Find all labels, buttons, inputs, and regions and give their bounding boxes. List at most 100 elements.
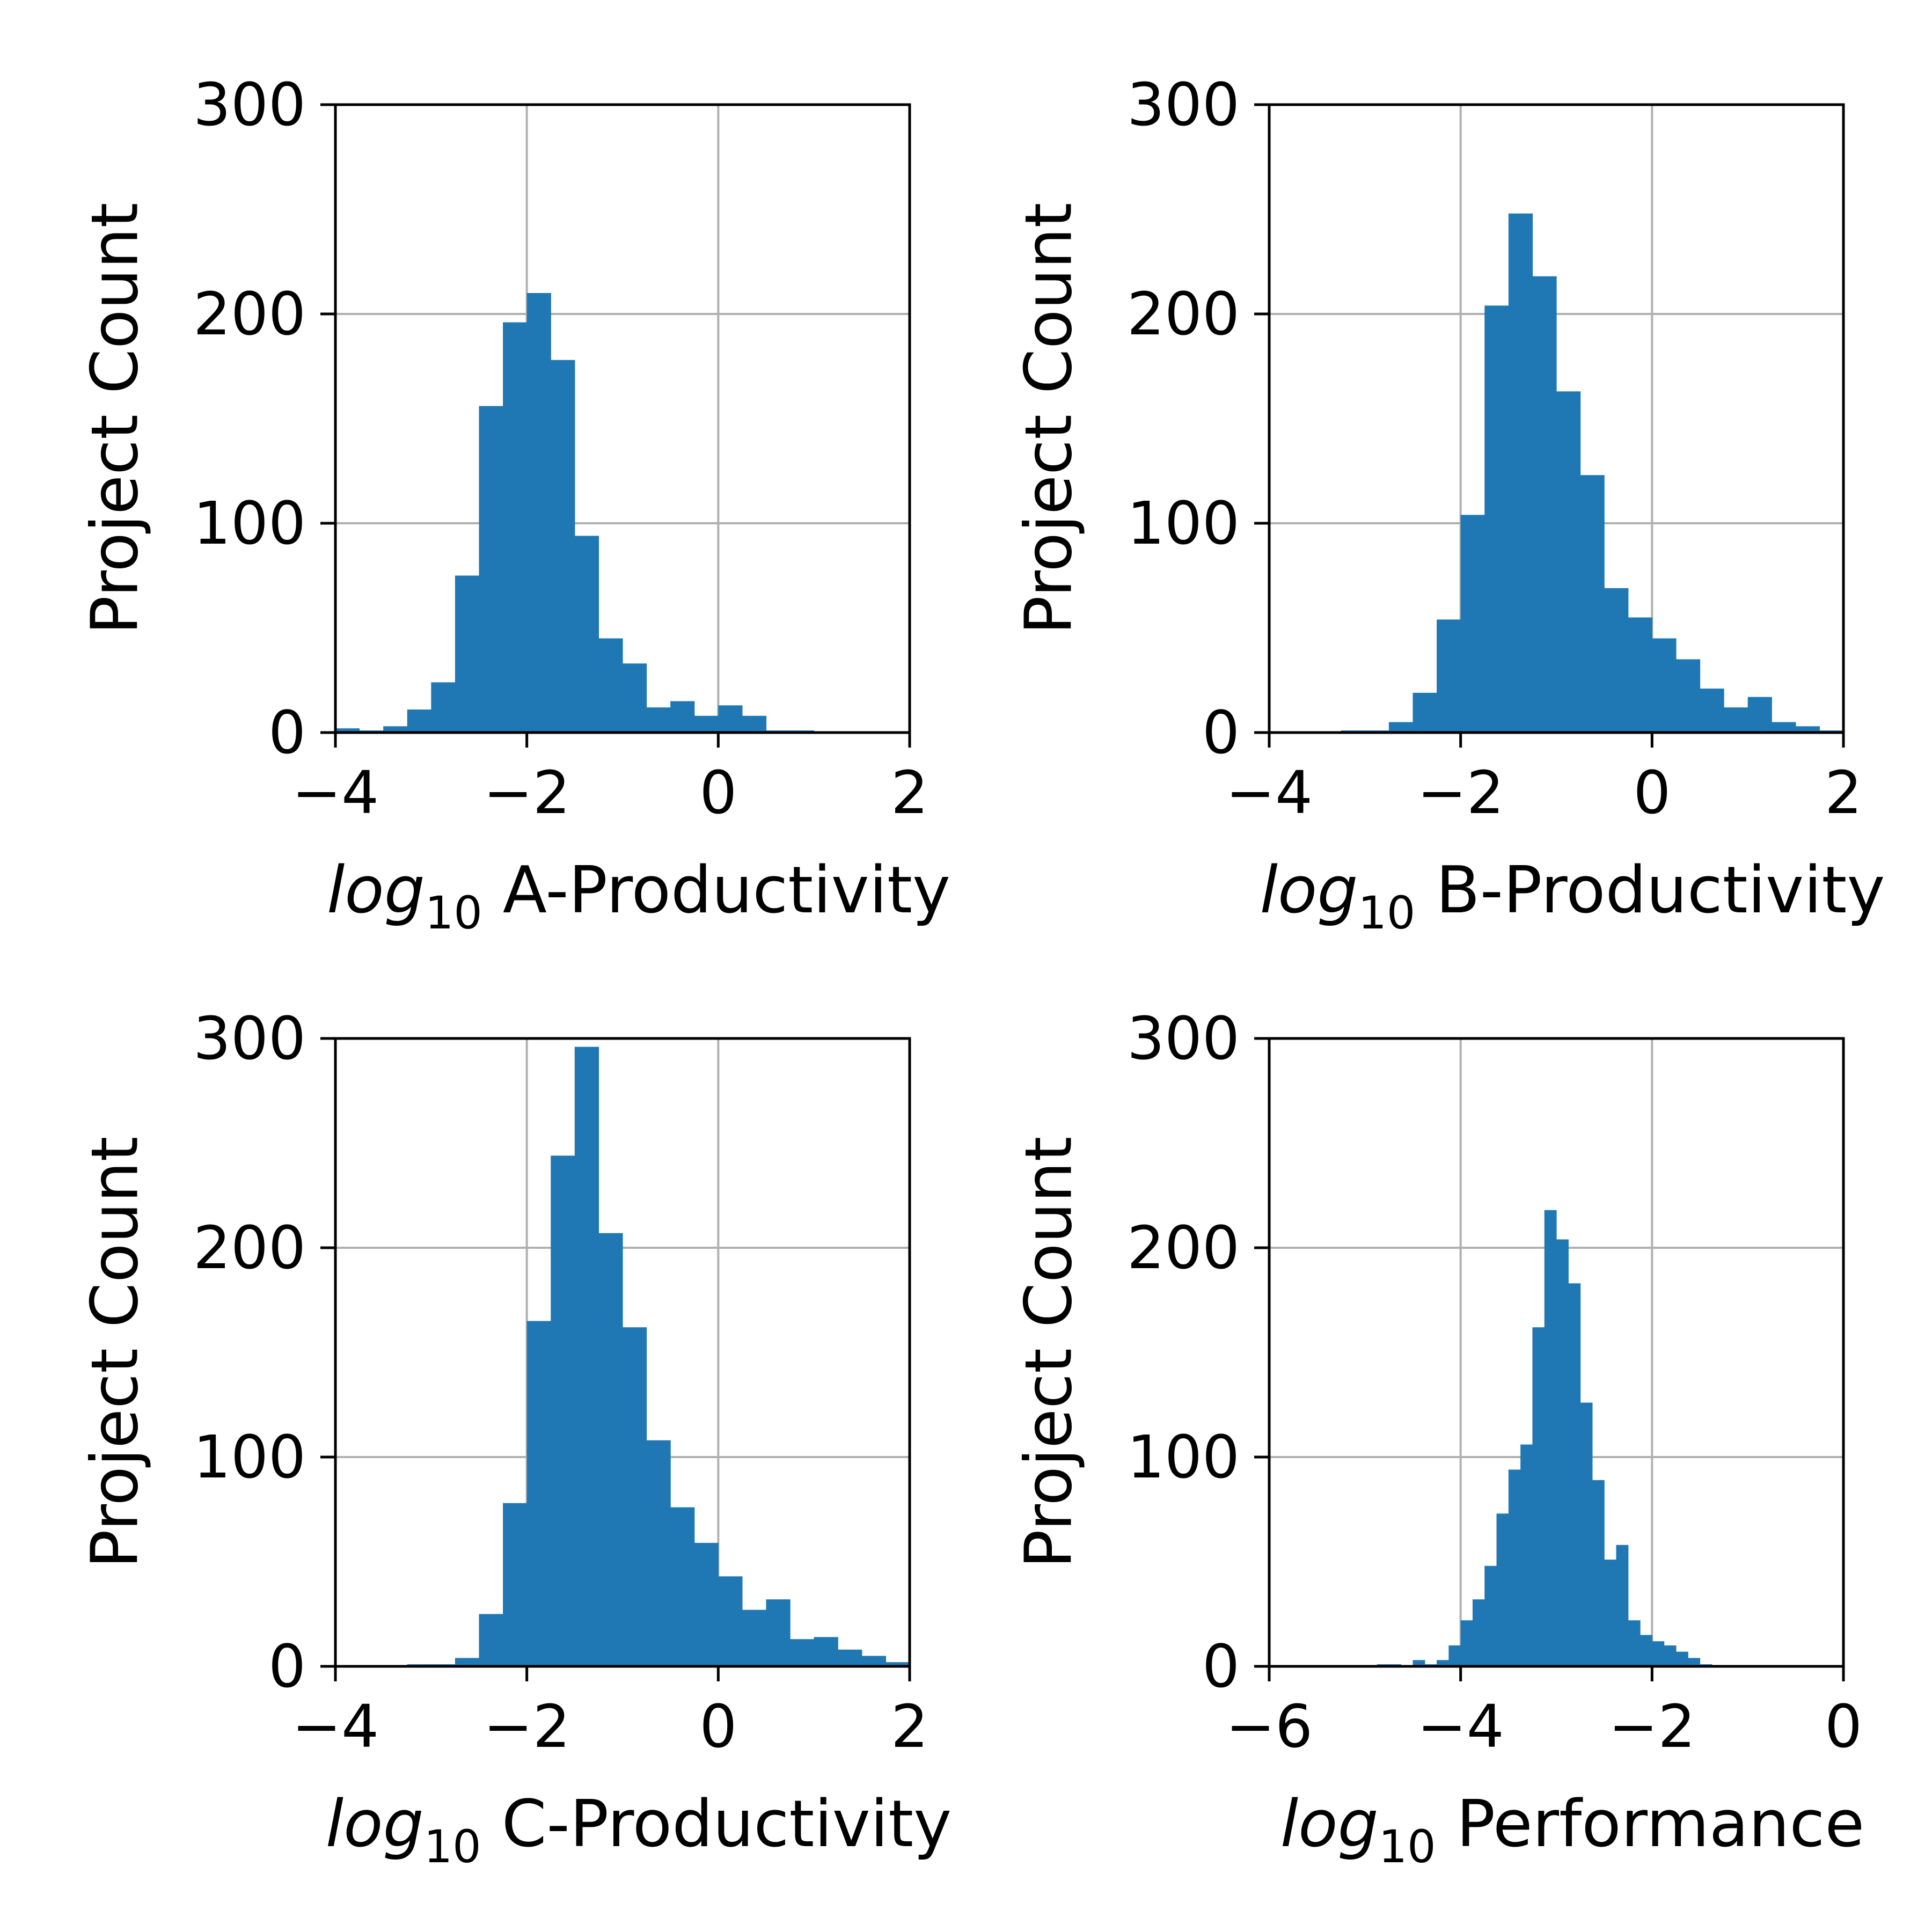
histogram-bar — [1508, 213, 1533, 733]
x-axis-label-subscript: 10 — [424, 1820, 481, 1873]
x-tick-label: 0 — [1633, 758, 1671, 827]
histogram-bar — [551, 1155, 575, 1666]
histogram-bar — [503, 322, 528, 733]
x-tick-label: 2 — [891, 758, 928, 827]
x-tick-label: −4 — [292, 758, 379, 827]
x-axis-label-text: C-Productivity — [481, 1787, 952, 1862]
chart-panel-bottom-right: −6 −4 −2 0 0 100 200 300 Project Count log10 Perf… — [1012, 1004, 1865, 1873]
histogram-bar — [431, 682, 456, 733]
histogram-bar — [742, 715, 767, 733]
histogram-bar — [670, 701, 695, 733]
x-tick-label: 0 — [1825, 1692, 1862, 1761]
histogram-bar — [1460, 515, 1485, 733]
histogram-bar — [1556, 391, 1581, 733]
histogram-bar — [1532, 276, 1557, 733]
histogram-bar — [1604, 588, 1629, 733]
axes-frame — [1268, 1037, 1845, 1668]
y-tick-label: 0 — [268, 698, 306, 767]
chart-panel-bottom-left: −4 −2 0 2 0 100 200 300 Project Count log10 C-Pro… — [78, 1004, 952, 1873]
histogram-bar — [1675, 659, 1701, 733]
histogram-bar — [1747, 697, 1772, 733]
histogram-bar — [1688, 1658, 1701, 1666]
x-tick-label: −2 — [484, 1692, 570, 1761]
histogram-bar — [1460, 1620, 1473, 1666]
histogram-bar — [1675, 1651, 1688, 1666]
y-tick-label: 300 — [193, 1004, 306, 1073]
histogram-bar — [1413, 692, 1437, 733]
histogram-bar — [742, 1609, 767, 1666]
histogram-bar — [479, 406, 503, 733]
y-tick-label: 200 — [193, 1213, 306, 1282]
chart-panel-top-right: −4 −2 0 2 0 100 200 300 Project Count log10 B-Pro… — [1012, 70, 1885, 939]
histogram-bar — [790, 1639, 815, 1666]
histogram-bar — [1448, 1645, 1461, 1666]
histogram-bar — [1700, 689, 1724, 733]
histogram-bar — [1484, 1565, 1497, 1666]
y-tick-label: 300 — [193, 70, 306, 139]
y-tick-label: 100 — [193, 1423, 306, 1491]
x-tick-label: −4 — [1226, 758, 1313, 827]
y-axis-label: Project Count — [78, 1136, 153, 1568]
histogram-bar — [1496, 1513, 1509, 1666]
histogram-bar — [838, 1649, 862, 1666]
x-axis-label-log: log — [1260, 853, 1358, 928]
histogram-bar — [598, 638, 623, 733]
y-tick-label: 100 — [1127, 489, 1240, 558]
histogram-bar — [670, 1507, 695, 1666]
histogram-bar — [623, 663, 647, 733]
x-tick-label: −6 — [1226, 1692, 1313, 1761]
histogram-bar — [623, 1327, 647, 1666]
y-tick-label: 200 — [1127, 1213, 1240, 1282]
y-tick-label: 100 — [193, 489, 306, 558]
y-tick-label: 0 — [268, 1632, 306, 1701]
axes-frame — [334, 1037, 911, 1668]
x-tick-label: −4 — [1417, 1692, 1504, 1761]
y-tick-label: 200 — [1127, 280, 1240, 348]
histogram-bar — [1795, 726, 1820, 733]
x-axis-label-text: B-Productivity — [1415, 853, 1885, 928]
histogram-bar — [861, 1656, 887, 1666]
y-axis-label: Project Count — [1012, 202, 1087, 634]
histogram-bar — [551, 360, 575, 733]
histogram-bar — [335, 728, 360, 733]
histogram-bar — [503, 1503, 528, 1666]
x-axis-label-text: Performance — [1436, 1787, 1865, 1862]
x-axis-label-subscript: 10 — [1358, 887, 1415, 939]
histogram-bar — [1413, 1660, 1425, 1666]
histogram-bar — [1640, 1635, 1652, 1666]
x-axis-label: log10 C-Productivity — [326, 1787, 952, 1873]
histogram-bar — [1652, 1641, 1665, 1666]
histogram-bar — [1580, 475, 1605, 733]
y-tick-label: 0 — [1202, 1632, 1240, 1701]
axes-frame — [334, 103, 911, 734]
x-axis-label-log: log — [326, 1787, 424, 1862]
histogram-bar — [646, 707, 671, 733]
y-tick-label: 200 — [193, 280, 306, 348]
histogram-bar — [694, 1542, 719, 1666]
histogram-bar — [1616, 1545, 1629, 1666]
histogram-bar — [598, 1233, 623, 1666]
histogram-bar — [1664, 1645, 1677, 1666]
y-tick-label: 300 — [1127, 1004, 1240, 1073]
x-axis-label-subscript: 10 — [1379, 1820, 1436, 1873]
x-axis-label-text: A-Productivity — [482, 853, 950, 928]
axes-frame — [1268, 103, 1845, 734]
histogram-bar — [1652, 638, 1677, 733]
y-tick-label: 0 — [1202, 698, 1240, 767]
histogram-bar — [574, 536, 599, 733]
histogram-bar — [1772, 722, 1796, 733]
histogram-bar — [1556, 1239, 1569, 1666]
y-axis-label: Project Count — [78, 202, 153, 634]
histogram-bar — [885, 1662, 910, 1666]
x-axis-label: log10 B-Productivity — [1260, 853, 1885, 939]
histogram-bar — [766, 1599, 791, 1666]
y-axis-label: Project Count — [1012, 1136, 1087, 1568]
histogram-bar — [526, 1321, 551, 1666]
histogram-bar — [1388, 722, 1414, 733]
x-axis-label: log10 Performance — [1280, 1787, 1864, 1873]
x-tick-label: −2 — [484, 758, 570, 827]
x-axis-label: log10 A-Productivity — [327, 853, 950, 939]
histogram-bar — [455, 575, 480, 733]
histogram-bar — [407, 709, 431, 733]
